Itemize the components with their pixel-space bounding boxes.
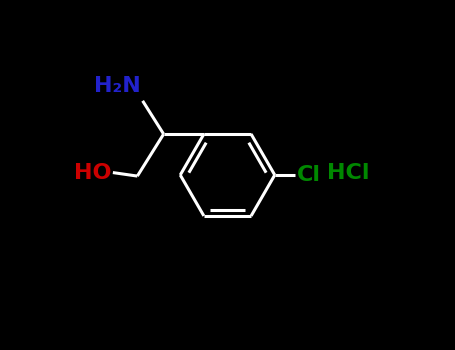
Text: HO: HO: [74, 163, 111, 183]
Text: HCl: HCl: [327, 163, 369, 183]
Text: H₂N: H₂N: [94, 76, 141, 96]
Text: Cl: Cl: [297, 165, 321, 185]
